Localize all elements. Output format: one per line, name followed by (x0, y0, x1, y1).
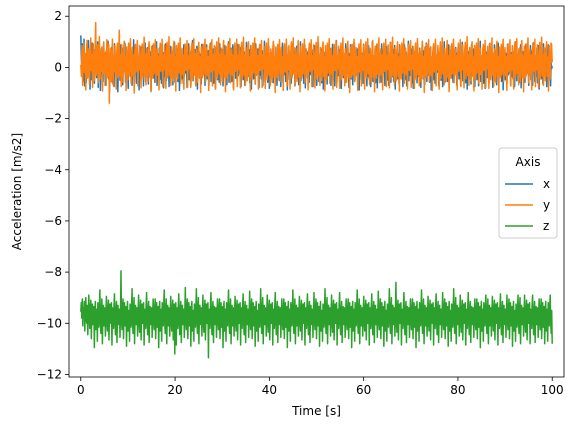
legend-label-x: x (543, 177, 550, 191)
y-tick-label: 0 (54, 60, 62, 74)
x-tick-label: 40 (262, 383, 277, 397)
x-tick-label: 0 (77, 383, 85, 397)
legend: Axis xyz (498, 147, 558, 239)
x-tick-label: 100 (541, 383, 564, 397)
series-line-z (80, 270, 553, 359)
x-tick-label: 20 (167, 383, 182, 397)
plot-frame (68, 5, 565, 378)
y-axis-label: Acceleration [m/s2] (10, 133, 24, 250)
legend-label-z: z (543, 219, 549, 233)
legend-label-y: y (543, 198, 550, 212)
x-axis-label: Time [s] (291, 404, 341, 418)
x-axis: 0 20 40 60 80 100 (77, 377, 564, 397)
y-axis: 2 0 −2 −4 −6 −8 −10 −12 (37, 9, 69, 381)
y-tick-label: 2 (54, 9, 62, 23)
y-tick-label: −10 (37, 316, 62, 330)
legend-title: Axis (516, 155, 541, 169)
y-tick-label: −8 (44, 265, 62, 279)
series-line-y (80, 21, 553, 104)
y-tick-label: −12 (37, 367, 62, 381)
x-tick-label: 80 (450, 383, 465, 397)
y-tick-label: −2 (44, 112, 62, 126)
series-layer (80, 21, 553, 359)
legend-items: xyz (505, 177, 550, 233)
legend-box (498, 147, 558, 239)
y-tick-label: −6 (44, 214, 62, 228)
y-tick-label: −4 (44, 163, 62, 177)
x-tick-label: 60 (356, 383, 371, 397)
